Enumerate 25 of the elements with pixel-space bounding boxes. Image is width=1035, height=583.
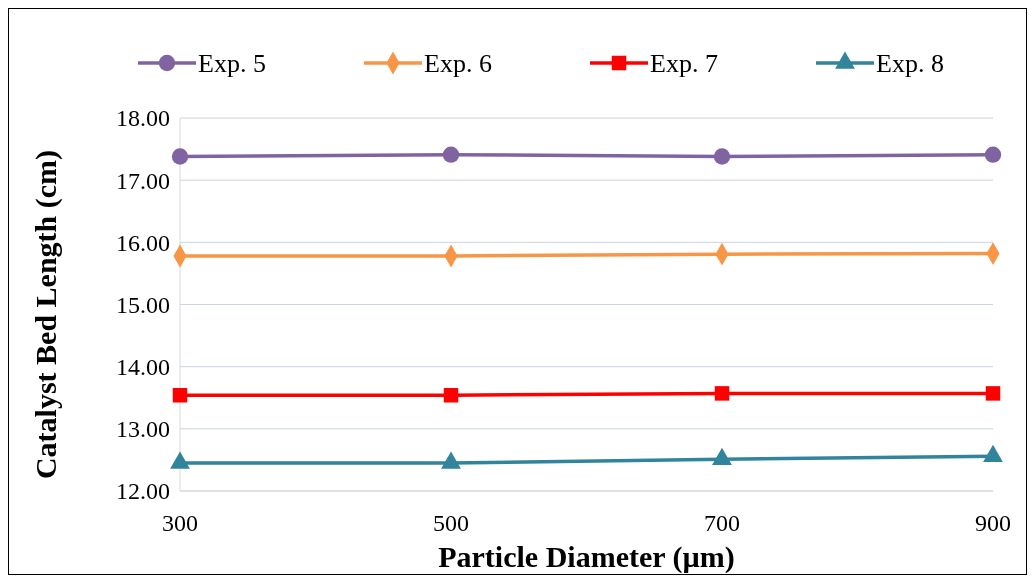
x-tick-label: 900 <box>975 510 1011 536</box>
y-axis-title: Catalyst Bed Length (cm) <box>29 149 63 480</box>
x-tick-label: 700 <box>704 510 740 536</box>
point <box>443 388 459 403</box>
point <box>172 388 188 403</box>
y-tick-label: 15.00 <box>116 291 170 318</box>
x-tick-label: 300 <box>162 510 198 536</box>
y-tick-label: 18.00 <box>116 105 170 132</box>
legend-label: Exp. 5 <box>198 49 266 79</box>
y-tick-label: 16.00 <box>116 229 170 256</box>
point <box>171 148 189 165</box>
point <box>714 386 730 401</box>
point <box>713 148 731 165</box>
legend-label: Exp. 8 <box>876 49 944 79</box>
x-tick-label: 500 <box>433 510 469 536</box>
point <box>442 146 460 163</box>
x-axis-title: Particle Diameter (µm) <box>438 540 735 574</box>
legend-label: Exp. 7 <box>650 49 718 79</box>
point <box>985 386 1001 401</box>
point <box>984 146 1002 163</box>
legend-label: Exp. 6 <box>424 49 492 79</box>
y-tick-label: 17.00 <box>116 167 170 194</box>
y-tick-label: 13.00 <box>116 416 170 443</box>
y-tick-label: 14.00 <box>116 354 170 381</box>
y-tick-label: 12.00 <box>116 478 170 505</box>
